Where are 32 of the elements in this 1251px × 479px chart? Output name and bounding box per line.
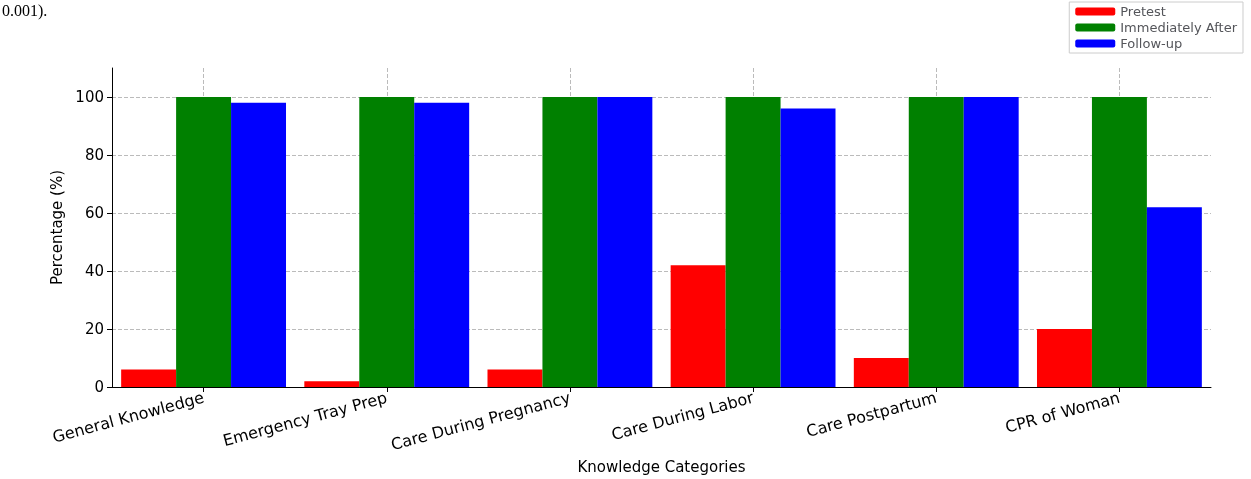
bar: [725, 97, 781, 387]
bar: [542, 97, 598, 387]
x-tick-label: Care During Labor: [609, 387, 756, 445]
bar: [597, 97, 653, 387]
bar: [780, 108, 836, 387]
y-axis-title: Percentage (%): [47, 169, 66, 286]
bar: [670, 265, 726, 387]
y-tick-label: 60: [84, 204, 104, 222]
legend-label: Pretest: [1120, 4, 1166, 19]
bar: [414, 102, 470, 387]
text: 0.001).: [2, 1, 48, 20]
bar: [121, 369, 177, 387]
bar: [487, 369, 543, 387]
x-tick-label: CPR of Woman: [1003, 387, 1122, 437]
bar: [176, 97, 232, 387]
x-axis-title: Knowledge Categories: [577, 457, 746, 476]
bar: [1146, 207, 1202, 387]
bar: [908, 97, 964, 387]
bar: [853, 358, 909, 387]
legend-label: Follow-up: [1120, 36, 1183, 51]
bar: [1036, 329, 1092, 387]
bar: [231, 102, 287, 387]
y-tick-label: 40: [84, 262, 104, 280]
y-tick-label: 0: [94, 378, 104, 396]
bar: [304, 381, 360, 387]
bar: [1091, 97, 1147, 387]
y-tick-label: 100: [75, 88, 104, 106]
legend-label: Immediately After: [1120, 20, 1238, 35]
bar: [359, 97, 415, 387]
y-tick-label: 20: [84, 320, 104, 338]
y-tick-label: 80: [84, 146, 104, 164]
bar: [963, 97, 1019, 387]
